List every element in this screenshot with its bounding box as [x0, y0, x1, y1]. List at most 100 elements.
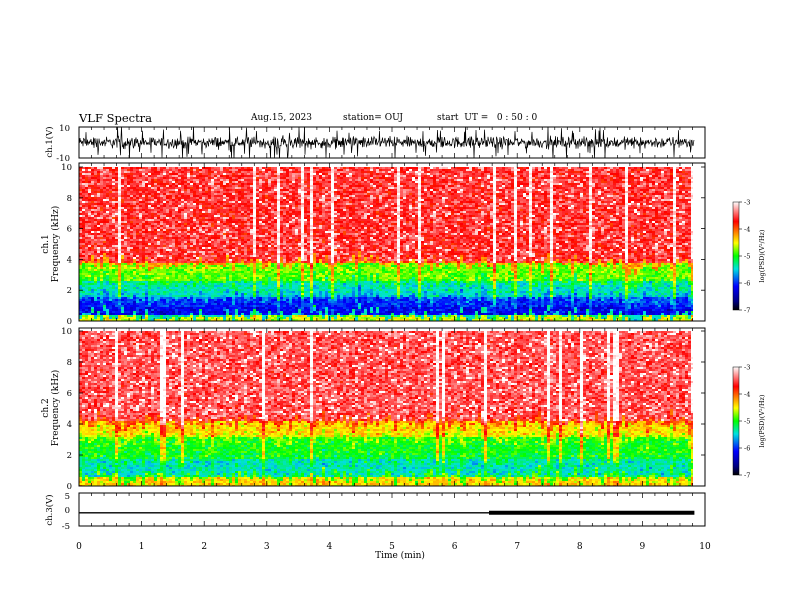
- spectrogram-cell: [247, 259, 250, 261]
- spectrogram-cell: [166, 301, 169, 303]
- spectrogram-cell: [172, 273, 175, 275]
- spectrogram-cell: [136, 273, 139, 275]
- spectrogram-cell: [166, 173, 169, 175]
- spectrogram-cell: [163, 179, 166, 181]
- spectrogram-cell: [265, 243, 268, 245]
- spectrogram-cell: [265, 251, 268, 253]
- spectrogram-cell: [250, 209, 253, 211]
- spectrogram-cell: [169, 213, 172, 215]
- spectrogram-cell: [91, 173, 94, 175]
- spectrogram-cell: [118, 315, 121, 317]
- spectrogram-cell: [217, 223, 220, 225]
- spectrogram-cell: [256, 253, 259, 255]
- spectrogram-cell: [151, 291, 154, 293]
- spectrogram-cell: [268, 245, 271, 247]
- spectrogram-cell: [133, 297, 136, 299]
- spectrogram-cell: [136, 259, 139, 261]
- spectrogram-cell: [136, 209, 139, 211]
- spectrogram-cell: [178, 281, 181, 283]
- spectrogram-cell: [181, 315, 184, 317]
- spectrogram-cell: [202, 217, 205, 219]
- spectrogram-cell: [142, 225, 145, 227]
- spectrogram-cell: [256, 293, 259, 295]
- spectrogram-cell: [130, 223, 133, 225]
- spectrogram-cell: [142, 243, 145, 245]
- spectrogram-cell: [244, 253, 247, 255]
- spectrogram-cell: [172, 305, 175, 307]
- spectrogram-cell: [262, 201, 265, 203]
- spectrogram-cell: [244, 275, 247, 277]
- spectrogram-cell: [118, 257, 121, 259]
- spectrogram-cell: [166, 197, 169, 199]
- spectrogram-cell: [82, 201, 85, 203]
- spectrogram-cell: [208, 281, 211, 283]
- spectrogram-cell: [160, 167, 163, 169]
- spectrogram-cell: [196, 235, 199, 237]
- spectrogram-cell: [106, 285, 109, 287]
- spectrogram-cell: [268, 247, 271, 249]
- spectrogram-cell: [151, 299, 154, 301]
- spectrogram-cell: [130, 273, 133, 275]
- spectrogram-cell: [148, 281, 151, 283]
- spectrogram-cell: [103, 189, 106, 191]
- spectrogram-cell: [271, 175, 274, 177]
- spectrogram-cell: [187, 271, 190, 273]
- spectrogram-cell: [199, 239, 202, 241]
- spectrogram-cell: [226, 287, 229, 289]
- spectrogram-cell: [244, 223, 247, 225]
- spectrogram-cell: [166, 201, 169, 203]
- spectrogram-cell: [94, 197, 97, 199]
- spectrogram-cell: [166, 225, 169, 227]
- spectrogram-cell: [181, 245, 184, 247]
- spectrogram-cell: [85, 235, 88, 237]
- spectrogram-cell: [205, 263, 208, 265]
- spectrogram-cell: [226, 229, 229, 231]
- spectrogram-cell: [181, 213, 184, 215]
- spectrogram-cell: [172, 317, 175, 319]
- spectrogram-cell: [103, 207, 106, 209]
- spectrogram-cell: [166, 239, 169, 241]
- spectrogram-cell: [130, 207, 133, 209]
- spectrogram-cell: [103, 295, 106, 297]
- spectrogram-cell: [85, 281, 88, 283]
- spectrogram-cell: [115, 265, 118, 267]
- spectrogram-cell: [133, 303, 136, 305]
- spectrogram-cell: [196, 265, 199, 267]
- spectrogram-cell: [205, 215, 208, 217]
- spectrogram-cell: [136, 303, 139, 305]
- spectrogram-cell: [148, 221, 151, 223]
- spectrogram-cell: [250, 255, 253, 257]
- spectrogram-cell: [190, 247, 193, 249]
- spectrogram-cell: [211, 255, 214, 257]
- spectrogram-cell: [220, 265, 223, 267]
- spectrogram-cell: [151, 285, 154, 287]
- spectrogram-cell: [163, 185, 166, 187]
- spectrogram-cell: [127, 257, 130, 259]
- spectrogram-cell: [232, 287, 235, 289]
- spectrogram-cell: [109, 247, 112, 249]
- spectrogram-cell: [91, 261, 94, 263]
- spectrogram-cell: [157, 309, 160, 311]
- spectrogram-cell: [109, 219, 112, 221]
- spectrogram-cell: [148, 267, 151, 269]
- spectrogram-cell: [157, 239, 160, 241]
- spectrogram-cell: [130, 257, 133, 259]
- spectrogram-cell: [211, 291, 214, 293]
- spectrogram-cell: [94, 193, 97, 195]
- spectrogram-cell: [244, 239, 247, 241]
- spectrogram-cell: [148, 227, 151, 229]
- spectrogram-cell: [244, 279, 247, 281]
- spectrogram-cell: [91, 209, 94, 211]
- spectrogram-cell: [265, 171, 268, 173]
- spectrogram-cell: [184, 233, 187, 235]
- spectrogram-cell: [250, 181, 253, 183]
- spectrogram-cell: [271, 233, 274, 235]
- spectrogram-cell: [160, 275, 163, 277]
- spectrogram-cell: [205, 237, 208, 239]
- spectrogram-cell: [253, 241, 256, 243]
- spectrogram-cell: [148, 263, 151, 265]
- spectrogram-cell: [259, 221, 262, 223]
- spectrogram-cell: [211, 281, 214, 283]
- spectrogram-cell: [226, 231, 229, 233]
- spectrogram-cell: [85, 171, 88, 173]
